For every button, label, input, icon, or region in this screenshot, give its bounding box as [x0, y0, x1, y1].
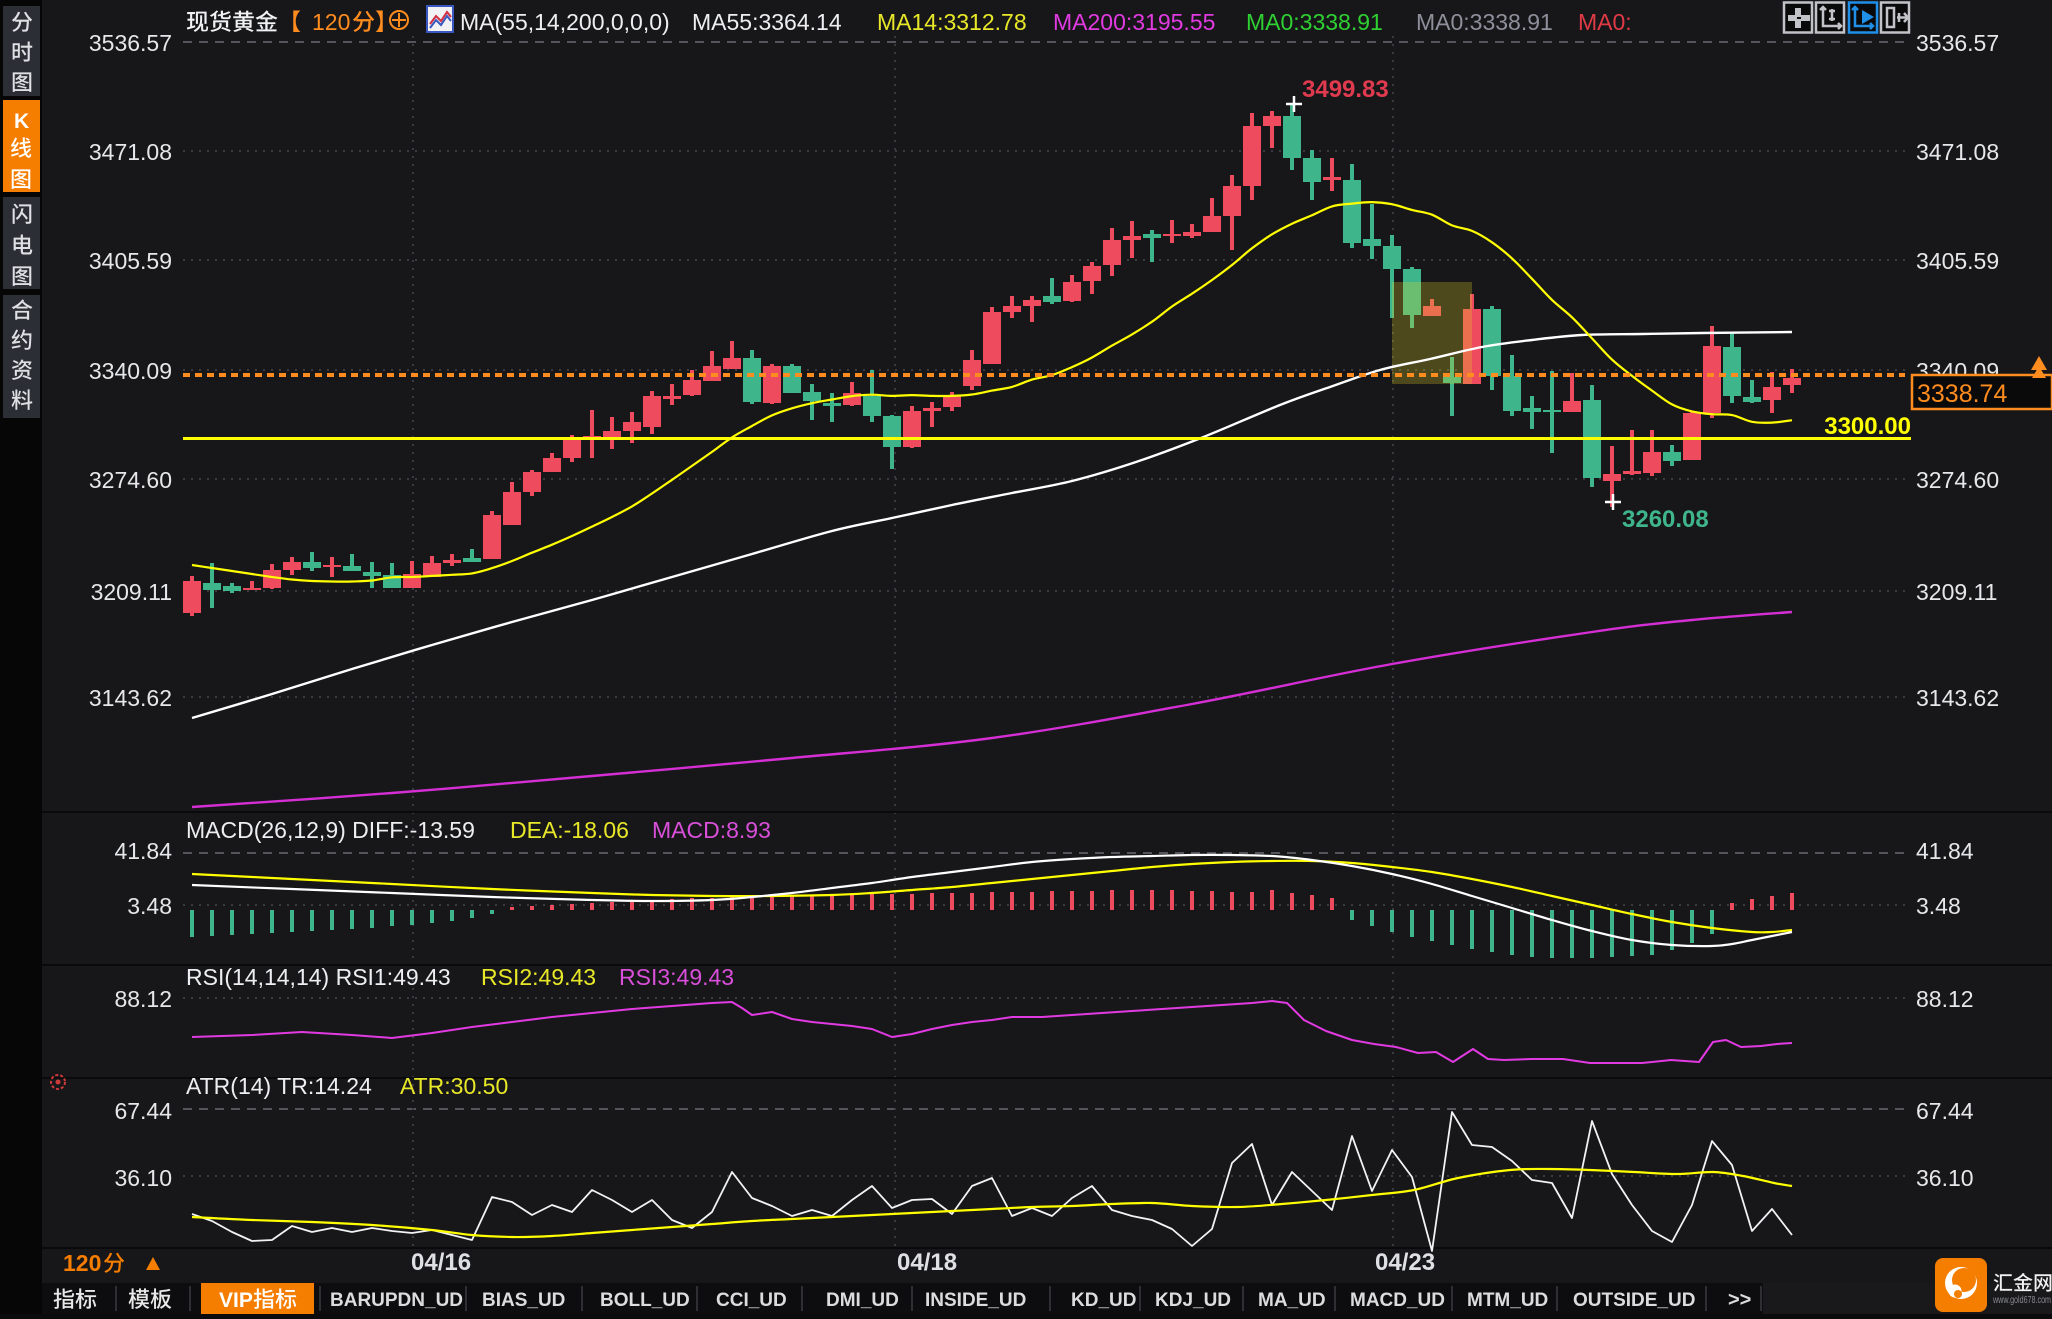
- svg-text:3143.62: 3143.62: [1916, 685, 1999, 711]
- svg-text:3.48: 3.48: [1916, 893, 1961, 919]
- svg-text:3536.57: 3536.57: [89, 30, 172, 56]
- svg-text:120: 120: [63, 1250, 101, 1276]
- svg-text:88.12: 88.12: [1916, 986, 1974, 1012]
- svg-text:DMI_UD: DMI_UD: [826, 1290, 899, 1311]
- svg-text:04/23: 04/23: [1375, 1249, 1435, 1276]
- svg-text:3.48: 3.48: [127, 893, 172, 919]
- svg-text:3209.11: 3209.11: [1916, 579, 1997, 605]
- svg-text:KD_UD: KD_UD: [1071, 1290, 1136, 1311]
- svg-text:67.44: 67.44: [114, 1098, 172, 1124]
- svg-text:MA55:3364.14: MA55:3364.14: [692, 9, 842, 35]
- svg-text:CCI_UD: CCI_UD: [716, 1290, 787, 1311]
- svg-text:MA(55,14,200,0,0,0): MA(55,14,200,0,0,0): [460, 9, 670, 35]
- svg-text:BARUPDN_UD: BARUPDN_UD: [330, 1290, 463, 1311]
- svg-text:>>: >>: [1728, 1289, 1751, 1311]
- svg-text:ATR:30.50: ATR:30.50: [400, 1073, 508, 1099]
- svg-text:04/16: 04/16: [411, 1249, 471, 1276]
- svg-text:MTM_UD: MTM_UD: [1467, 1290, 1548, 1311]
- svg-text:3274.60: 3274.60: [1916, 467, 1999, 493]
- svg-text:MA0:3338.91: MA0:3338.91: [1246, 9, 1383, 35]
- svg-text:OUTSIDE_UD: OUTSIDE_UD: [1573, 1290, 1695, 1311]
- svg-text:04/18: 04/18: [897, 1249, 957, 1276]
- svg-text:88.12: 88.12: [114, 986, 172, 1012]
- svg-text:36.10: 36.10: [1916, 1165, 1974, 1191]
- svg-text:INSIDE_UD: INSIDE_UD: [925, 1290, 1026, 1311]
- svg-text:3340.09: 3340.09: [89, 358, 172, 384]
- svg-text:36.10: 36.10: [114, 1165, 172, 1191]
- svg-text:3536.57: 3536.57: [1916, 30, 1999, 56]
- svg-text:3405.59: 3405.59: [89, 248, 172, 274]
- svg-text:MA14:3312.78: MA14:3312.78: [877, 9, 1027, 35]
- svg-text:3274.60: 3274.60: [89, 467, 172, 493]
- svg-text:3471.08: 3471.08: [89, 139, 172, 165]
- svg-text:3471.08: 3471.08: [1916, 139, 1999, 165]
- svg-text:3209.11: 3209.11: [91, 579, 172, 605]
- svg-text:MA0:: MA0:: [1578, 9, 1632, 35]
- svg-text:BIAS_UD: BIAS_UD: [482, 1290, 565, 1311]
- svg-text:3300.00: 3300.00: [1824, 413, 1911, 440]
- svg-text:DEA:-18.06: DEA:-18.06: [510, 817, 629, 843]
- svg-text:67.44: 67.44: [1916, 1098, 1974, 1124]
- svg-text:MA0:3338.91: MA0:3338.91: [1416, 9, 1553, 35]
- svg-text:www.gold678.com: www.gold678.com: [1992, 1295, 2051, 1306]
- svg-text:41.84: 41.84: [114, 838, 172, 864]
- svg-text:MA_UD: MA_UD: [1258, 1290, 1326, 1311]
- svg-text:41.84: 41.84: [1916, 838, 1974, 864]
- svg-text:BOLL_UD: BOLL_UD: [600, 1290, 690, 1311]
- svg-text:MA200:3195.55: MA200:3195.55: [1053, 9, 1215, 35]
- svg-text:3143.62: 3143.62: [89, 685, 172, 711]
- svg-text:MACD_UD: MACD_UD: [1350, 1290, 1445, 1311]
- svg-text:RSI(14,14,14) RSI1:49.43: RSI(14,14,14) RSI1:49.43: [186, 964, 451, 990]
- svg-text:RSI2:49.43: RSI2:49.43: [481, 964, 596, 990]
- svg-text:3405.59: 3405.59: [1916, 248, 1999, 274]
- svg-text:KDJ_UD: KDJ_UD: [1155, 1290, 1231, 1311]
- svg-text:MACD:8.93: MACD:8.93: [652, 817, 771, 843]
- svg-text:120: 120: [312, 9, 350, 35]
- svg-text:3499.83: 3499.83: [1302, 76, 1389, 103]
- svg-text:3260.08: 3260.08: [1622, 506, 1709, 533]
- svg-text:VIP: VIP: [219, 1289, 253, 1312]
- svg-text:MACD(26,12,9) DIFF:-13.59: MACD(26,12,9) DIFF:-13.59: [186, 817, 475, 843]
- svg-text:RSI3:49.43: RSI3:49.43: [619, 964, 734, 990]
- svg-text:ATR(14) TR:14.24: ATR(14) TR:14.24: [186, 1073, 372, 1099]
- svg-text:3338.74: 3338.74: [1917, 380, 2007, 408]
- svg-text:K: K: [14, 110, 29, 133]
